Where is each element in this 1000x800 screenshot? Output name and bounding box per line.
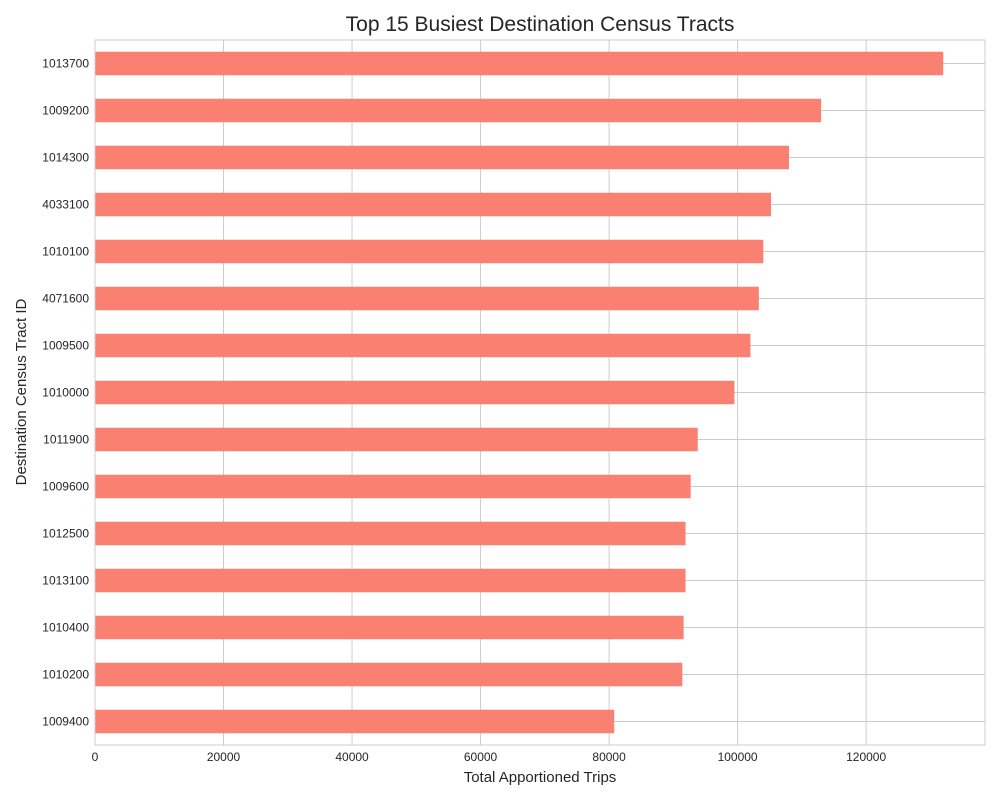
bar-layer (95, 51, 944, 734)
y-tick-label: 1010000 (42, 386, 89, 400)
x-tick-label: 0 (92, 750, 99, 764)
y-tick-label: 4033100 (42, 198, 89, 212)
bar (95, 145, 790, 170)
bar (95, 98, 822, 123)
y-tick-label: 1009500 (42, 339, 89, 353)
y-tick-label: 1010100 (42, 245, 89, 259)
x-tick-label: 120000 (846, 750, 886, 764)
bar (95, 239, 764, 264)
y-tick-label: 1009600 (42, 480, 89, 494)
x-tick-label: 60000 (464, 750, 498, 764)
y-tick-label: 1012500 (42, 527, 89, 541)
y-tick-label: 1010200 (42, 668, 89, 682)
tick-layer: 0 20000 40000 60000 80000 100000 120000 1013700… (42, 57, 886, 765)
x-tick-label: 20000 (207, 750, 241, 764)
bar (95, 380, 735, 405)
x-tick-label: 100000 (718, 750, 758, 764)
x-tick-label: 40000 (335, 750, 369, 764)
y-tick-label: 1013100 (42, 574, 89, 588)
bar (95, 333, 751, 358)
bar (95, 662, 683, 687)
bar (95, 286, 759, 311)
bar (95, 51, 944, 76)
x-tick-label: 80000 (592, 750, 626, 764)
plot-frame (94, 39, 986, 746)
bar (95, 474, 691, 499)
chart-title: Top 15 Busiest Destination Census Tracts (346, 13, 735, 36)
y-tick-label: 1014300 (42, 151, 89, 165)
y-tick-label: 1009400 (42, 715, 89, 729)
bar (95, 192, 772, 217)
bar (95, 568, 686, 593)
y-tick-label: 4071600 (42, 292, 89, 306)
y-tick-label: 1013700 (42, 57, 89, 71)
bar (95, 427, 698, 452)
y-tick-label: 1011900 (43, 433, 89, 447)
y-axis-label: Destination Census Tract ID (13, 298, 30, 485)
bar (95, 521, 686, 546)
x-axis-label: Total Apportioned Trips (464, 769, 617, 786)
y-tick-label: 1009200 (42, 104, 89, 118)
y-tick-label: 1010400 (42, 621, 89, 635)
bar (95, 615, 684, 640)
bar (95, 709, 615, 734)
